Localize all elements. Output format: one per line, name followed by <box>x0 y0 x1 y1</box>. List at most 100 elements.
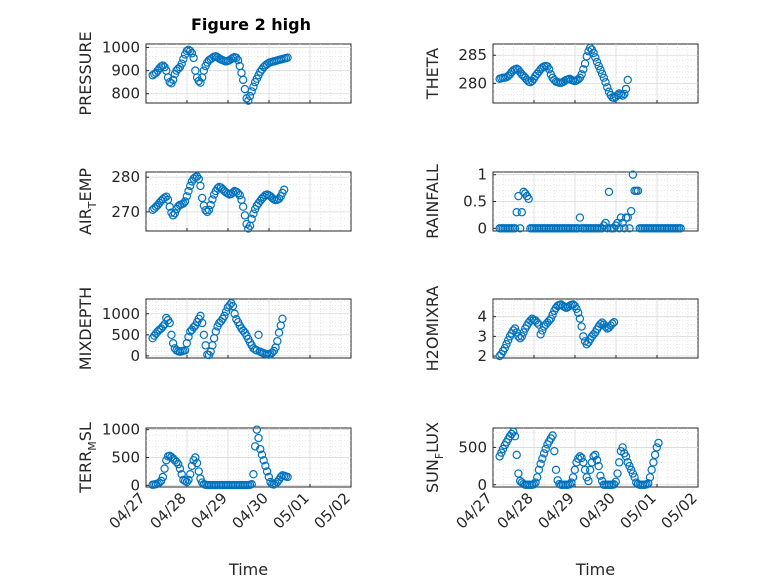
data-point <box>621 452 631 461</box>
data-point <box>186 46 195 56</box>
y-tick-label: 280 <box>111 168 140 186</box>
y-tick-label: 900 <box>111 62 140 80</box>
data-point <box>591 450 600 460</box>
data-point <box>517 332 527 341</box>
data-point <box>548 431 557 440</box>
data-point <box>168 211 178 220</box>
y-axis-label: AIRTEMP <box>76 168 99 235</box>
data-point <box>230 309 239 318</box>
data-point <box>203 207 212 217</box>
data-point <box>594 61 603 71</box>
data-point <box>515 224 525 233</box>
x-tick-label: 04/29 <box>535 489 578 532</box>
data-point <box>206 200 215 210</box>
data-point <box>514 332 523 341</box>
data-point <box>538 454 547 463</box>
data-point <box>608 319 617 328</box>
data-point <box>534 465 544 475</box>
data-point <box>182 46 191 56</box>
x-tick-label: 04/28 <box>147 489 190 532</box>
data-point <box>575 213 585 222</box>
data-point <box>158 472 168 482</box>
y-axis-label: THETA <box>423 48 442 100</box>
data-point <box>603 83 612 92</box>
data-point <box>601 78 610 87</box>
data-point <box>650 450 660 460</box>
data-point <box>192 458 202 468</box>
data-point <box>238 202 248 211</box>
data-point <box>170 209 180 218</box>
data-point <box>584 476 593 486</box>
data-point <box>186 469 195 479</box>
data-point <box>604 187 614 197</box>
data-point <box>201 205 210 215</box>
data-point <box>500 343 509 353</box>
data-point <box>544 65 554 74</box>
data-point <box>245 91 255 101</box>
data-series <box>148 45 292 105</box>
subplot-6: 2 34 H2OMIXRA <box>423 286 699 372</box>
y-tick-label: 0 <box>477 219 487 237</box>
data-point <box>283 53 292 62</box>
data-point <box>577 322 586 331</box>
data-point <box>514 191 523 201</box>
x-tick-label: 05/02 <box>311 489 354 532</box>
data-point <box>160 464 169 473</box>
y-tick-label: 800 <box>111 85 140 103</box>
axes-box <box>145 43 352 104</box>
data-point <box>502 340 511 349</box>
figure-title: Figure 2 high <box>191 15 311 34</box>
data-point <box>587 458 597 467</box>
x-tick-label: 04/28 <box>494 489 537 532</box>
data-point <box>233 188 243 198</box>
data-point <box>509 427 518 436</box>
x-tick-label: 05/02 <box>658 489 701 532</box>
data-point <box>580 465 590 475</box>
data-point <box>182 477 191 487</box>
data-point <box>572 304 581 314</box>
data-point <box>254 330 263 340</box>
data-point <box>199 330 209 340</box>
data-point <box>175 464 185 473</box>
y-tick-label: 280 <box>458 74 487 92</box>
data-point <box>623 75 632 85</box>
data-point <box>579 458 588 467</box>
data-point <box>192 172 202 181</box>
data-point <box>179 54 188 64</box>
y-tick-label: 500 <box>111 326 140 344</box>
data-point <box>550 446 559 456</box>
data-point <box>254 433 263 443</box>
data-point <box>533 318 542 327</box>
data-point <box>539 449 549 458</box>
data-point <box>589 48 598 58</box>
data-point <box>652 443 661 452</box>
data-point <box>609 318 619 327</box>
subplot-3: 270 280 AIRTEMP <box>76 168 352 235</box>
y-axis-label: PRESSURE <box>76 31 95 115</box>
data-point <box>536 330 545 339</box>
data-point <box>615 458 624 467</box>
data-point <box>510 224 520 233</box>
data-point <box>182 192 191 201</box>
data-point <box>630 473 639 482</box>
data-point <box>252 425 262 434</box>
data-point <box>225 301 234 310</box>
y-axis-label: H2OMIXRA <box>423 286 442 372</box>
data-point <box>625 224 634 233</box>
data-point <box>279 185 289 194</box>
data-point <box>261 461 270 471</box>
data-point <box>235 191 244 200</box>
data-point <box>618 443 627 452</box>
data-point <box>196 181 205 191</box>
data-series <box>495 300 619 361</box>
data-point <box>592 455 602 465</box>
data-point <box>676 224 685 233</box>
data-point <box>585 465 595 475</box>
data-point <box>197 318 207 328</box>
data-point <box>628 170 638 179</box>
data-point <box>244 96 253 105</box>
data-point <box>189 53 198 63</box>
